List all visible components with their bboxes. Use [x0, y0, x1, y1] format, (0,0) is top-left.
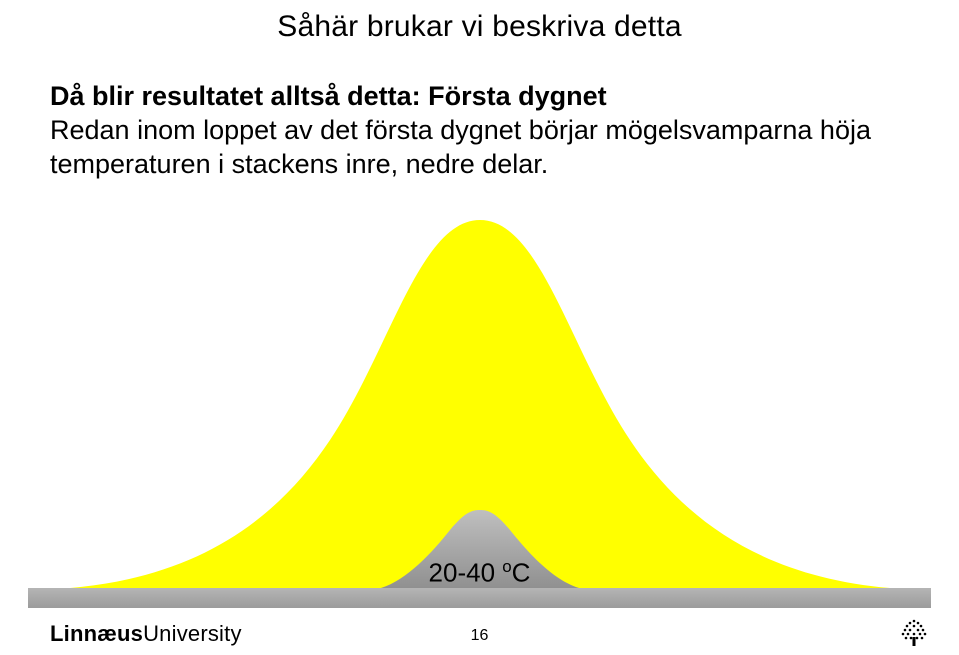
- pile-svg: [0, 210, 959, 590]
- body-lead: Då blir resultatet alltså detta: Första …: [50, 81, 607, 111]
- tree-icon: [899, 617, 929, 647]
- body-text: Då blir resultatet alltså detta: Första …: [50, 80, 910, 181]
- page-number: 16: [0, 627, 959, 645]
- temperature-label: 20-40 oC: [0, 557, 959, 589]
- temp-degree: o: [502, 557, 511, 576]
- ground-bar: [28, 588, 931, 608]
- slide: Såhär brukar vi beskriva detta Då blir r…: [0, 0, 959, 655]
- temp-unit: C: [512, 558, 531, 588]
- pile-diagram: [0, 210, 959, 590]
- body-rest: Redan inom loppet av det första dygnet b…: [50, 115, 871, 179]
- slide-title: Såhär brukar vi beskriva detta: [0, 10, 959, 44]
- temp-value: 20-40: [429, 558, 503, 588]
